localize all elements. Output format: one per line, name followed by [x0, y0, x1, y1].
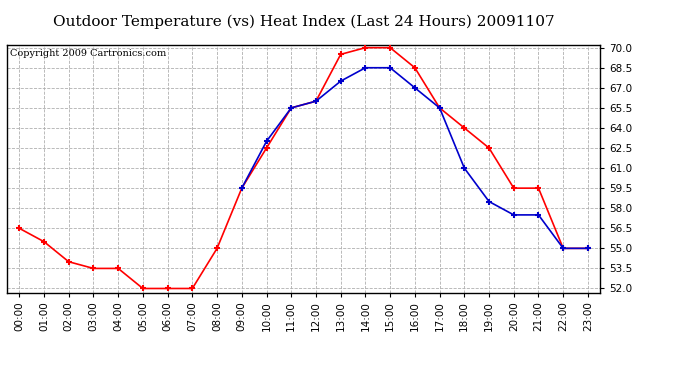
Text: Outdoor Temperature (vs) Heat Index (Last 24 Hours) 20091107: Outdoor Temperature (vs) Heat Index (Las…	[53, 15, 554, 29]
Text: Copyright 2009 Cartronics.com: Copyright 2009 Cartronics.com	[10, 49, 166, 58]
